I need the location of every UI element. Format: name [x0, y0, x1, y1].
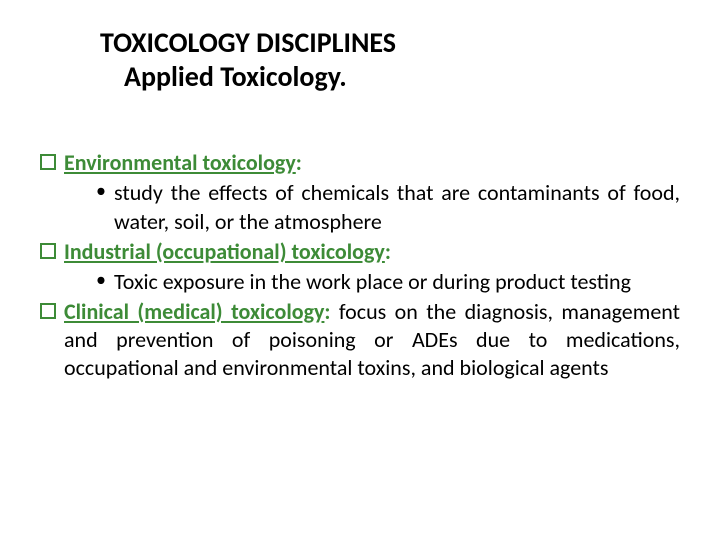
title-line-2: Applied Toxicology. — [124, 60, 680, 94]
title-block: TOXICOLOGY DISCIPLINES Applied Toxicolog… — [100, 26, 680, 93]
sub-list-item-text: Toxic exposure in the work place or duri… — [114, 268, 680, 296]
list-item-text: Clinical (medical) toxicology: focus on … — [64, 298, 680, 382]
checkbox-bullet-icon — [40, 154, 56, 170]
sub-list: • Toxic exposure in the work place or du… — [96, 268, 680, 296]
list-item-heading: Clinical (medical) toxicology: — [64, 298, 331, 325]
sub-list-item-text: study the effects of chemicals that are … — [114, 179, 680, 235]
list-item: Clinical (medical) toxicology: focus on … — [40, 298, 680, 382]
title-line-1: TOXICOLOGY DISCIPLINES — [100, 26, 680, 60]
content: Environmental toxicology: • study the ef… — [40, 149, 680, 382]
list-item-text: Environmental toxicology: — [64, 149, 680, 177]
slide: TOXICOLOGY DISCIPLINES Applied Toxicolog… — [0, 0, 720, 540]
checkbox-bullet-icon — [40, 243, 56, 259]
list-item-heading: Industrial (occupational) toxicology: — [64, 238, 391, 265]
sub-list-item: • Toxic exposure in the work place or du… — [96, 268, 680, 296]
dot-bullet-icon: • — [96, 268, 114, 294]
checkbox-bullet-icon — [40, 303, 56, 319]
dot-bullet-icon: • — [96, 179, 114, 205]
list-item: Industrial (occupational) toxicology: — [40, 238, 680, 266]
sub-list: • study the effects of chemicals that ar… — [96, 179, 680, 235]
list-item: Environmental toxicology: — [40, 149, 680, 177]
sub-list-item: • study the effects of chemicals that ar… — [96, 179, 680, 235]
list-item-heading: Environmental toxicology: — [64, 149, 302, 176]
list-item-text: Industrial (occupational) toxicology: — [64, 238, 680, 266]
